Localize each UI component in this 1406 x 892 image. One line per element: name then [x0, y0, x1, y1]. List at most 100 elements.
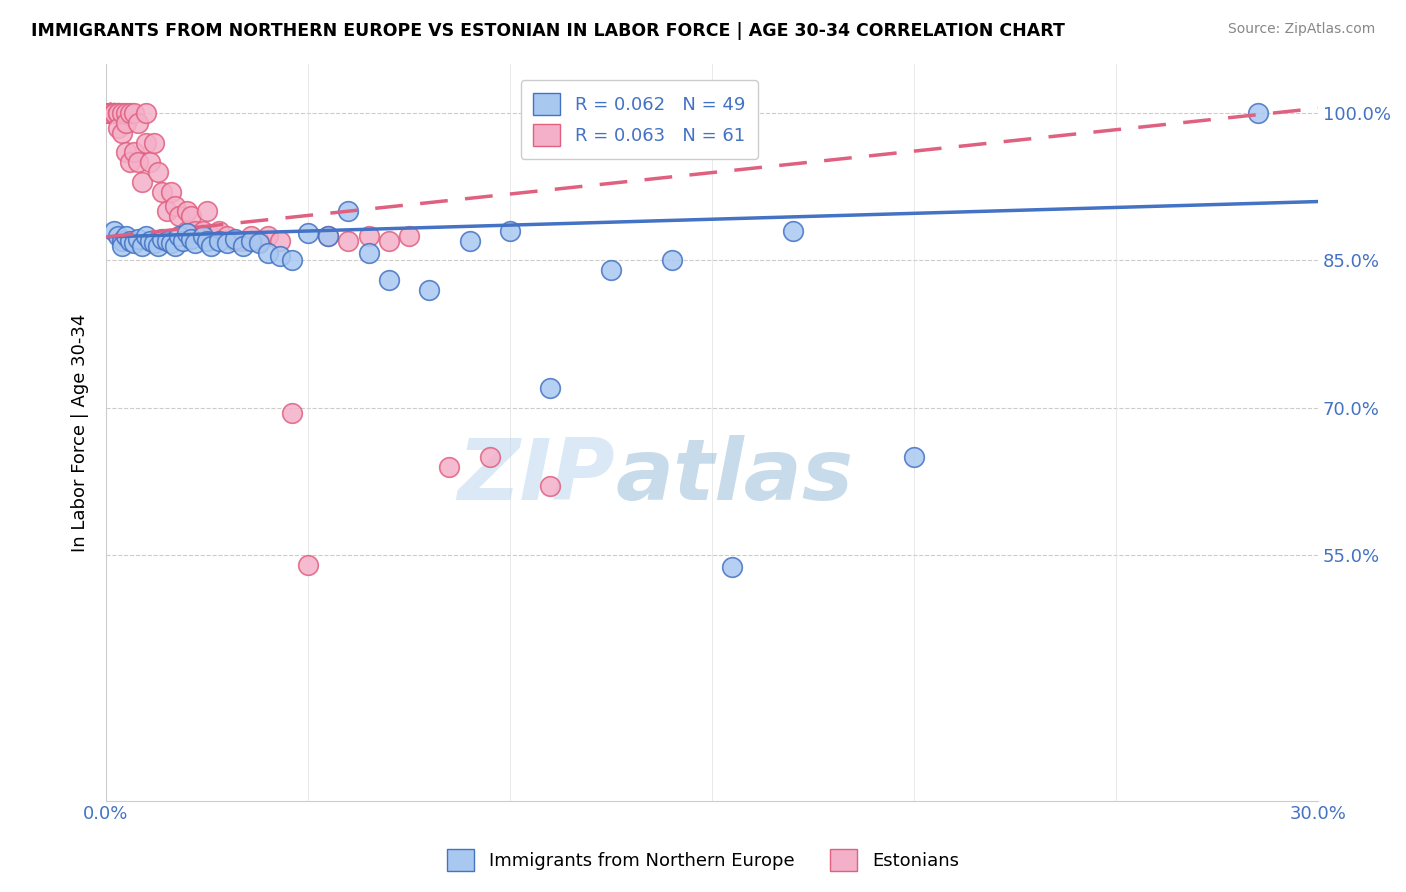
Point	[98, 106, 121, 120]
Point	[240, 234, 263, 248]
Text: IMMIGRANTS FROM NORTHERN EUROPE VS ESTONIAN IN LABOR FORCE | AGE 30-34 CORRELATI: IMMIGRANTS FROM NORTHERN EUROPE VS ESTON…	[31, 22, 1064, 40]
Point	[127, 232, 149, 246]
Point	[148, 238, 170, 252]
Point	[167, 209, 190, 223]
Point	[115, 116, 138, 130]
Point	[224, 232, 246, 246]
Point	[191, 224, 214, 238]
Point	[127, 116, 149, 130]
Point	[281, 253, 304, 268]
Point	[103, 106, 125, 120]
Point	[111, 106, 134, 120]
Point	[98, 106, 121, 120]
Point	[122, 106, 145, 120]
Point	[115, 145, 138, 160]
Point	[195, 234, 218, 248]
Point	[103, 224, 125, 238]
Point	[378, 273, 401, 287]
Point	[184, 235, 207, 250]
Point	[232, 238, 254, 252]
Point	[458, 234, 481, 248]
Point	[172, 234, 194, 248]
Point	[111, 126, 134, 140]
Point	[208, 224, 231, 238]
Point	[143, 235, 166, 250]
Point	[98, 106, 121, 120]
Point	[600, 263, 623, 277]
Point	[297, 558, 319, 572]
Point	[439, 459, 461, 474]
Point	[224, 234, 246, 248]
Point	[191, 228, 214, 243]
Point	[135, 136, 157, 150]
Point	[139, 155, 162, 169]
Point	[120, 234, 142, 248]
Point	[316, 228, 339, 243]
Point	[131, 175, 153, 189]
Point	[200, 238, 222, 252]
Point	[721, 560, 744, 574]
Point	[155, 234, 177, 248]
Point	[357, 228, 380, 243]
Point	[337, 234, 360, 248]
Point	[200, 228, 222, 243]
Point	[103, 106, 125, 120]
Point	[122, 145, 145, 160]
Point	[107, 106, 129, 120]
Point	[120, 106, 142, 120]
Point	[398, 228, 420, 243]
Point	[163, 199, 186, 213]
Point	[478, 450, 501, 464]
Point	[176, 204, 198, 219]
Point	[281, 406, 304, 420]
Y-axis label: In Labor Force | Age 30-34: In Labor Force | Age 30-34	[72, 313, 89, 551]
Point	[249, 235, 271, 250]
Point	[176, 224, 198, 238]
Point	[217, 228, 239, 243]
Point	[131, 238, 153, 252]
Point	[208, 234, 231, 248]
Text: ZIP: ZIP	[457, 435, 614, 518]
Point	[337, 204, 360, 219]
Point	[152, 232, 174, 246]
Point	[418, 283, 440, 297]
Point	[98, 106, 121, 120]
Point	[135, 106, 157, 120]
Point	[127, 155, 149, 169]
Point	[256, 228, 278, 243]
Point	[111, 234, 134, 248]
Point	[152, 185, 174, 199]
Point	[217, 235, 239, 250]
Point	[184, 224, 207, 238]
Point	[180, 209, 202, 223]
Point	[115, 228, 138, 243]
Point	[143, 136, 166, 150]
Point	[538, 479, 561, 493]
Point	[195, 204, 218, 219]
Point	[316, 228, 339, 243]
Point	[297, 226, 319, 240]
Point	[98, 106, 121, 120]
Point	[122, 235, 145, 250]
Point	[499, 224, 522, 238]
Point	[98, 106, 121, 120]
Point	[782, 224, 804, 238]
Point	[269, 249, 291, 263]
Point	[120, 155, 142, 169]
Point	[107, 120, 129, 135]
Point	[148, 165, 170, 179]
Legend: Immigrants from Northern Europe, Estonians: Immigrants from Northern Europe, Estonia…	[440, 842, 966, 879]
Point	[232, 234, 254, 248]
Point	[538, 381, 561, 395]
Point	[111, 238, 134, 252]
Point	[115, 106, 138, 120]
Point	[107, 106, 129, 120]
Point	[357, 245, 380, 260]
Point	[661, 253, 683, 268]
Point	[103, 106, 125, 120]
Point	[167, 228, 190, 243]
Point	[269, 234, 291, 248]
Point	[1246, 106, 1268, 120]
Point	[135, 228, 157, 243]
Point	[159, 235, 181, 250]
